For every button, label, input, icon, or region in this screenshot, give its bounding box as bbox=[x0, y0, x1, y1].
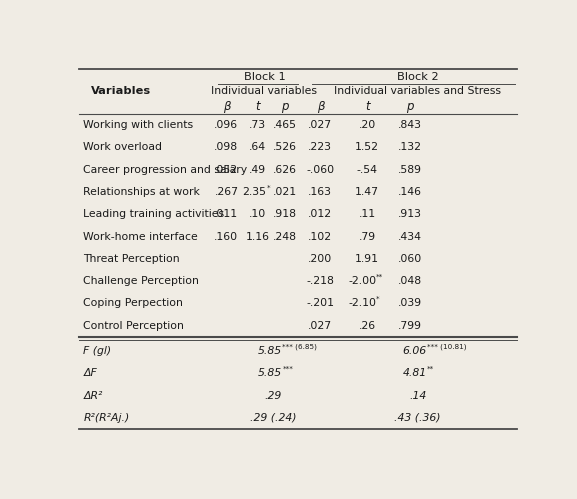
Text: .267: .267 bbox=[215, 187, 238, 197]
Text: *: * bbox=[267, 185, 270, 191]
Text: -.54: -.54 bbox=[357, 165, 378, 175]
Text: -.201: -.201 bbox=[306, 298, 334, 308]
Text: .052: .052 bbox=[214, 165, 238, 175]
Text: Variables: Variables bbox=[91, 86, 151, 96]
Text: Working with clients: Working with clients bbox=[83, 120, 193, 130]
Text: 1.47: 1.47 bbox=[355, 187, 379, 197]
Text: .49: .49 bbox=[249, 165, 266, 175]
Text: .918: .918 bbox=[272, 210, 297, 220]
Text: 2.35: 2.35 bbox=[243, 187, 267, 197]
Text: .11: .11 bbox=[359, 210, 376, 220]
Text: .012: .012 bbox=[308, 210, 332, 220]
Text: Work-home interface: Work-home interface bbox=[83, 232, 198, 242]
Text: .102: .102 bbox=[308, 232, 332, 242]
Text: .626: .626 bbox=[272, 165, 297, 175]
Text: p: p bbox=[406, 100, 414, 113]
Text: 5.85: 5.85 bbox=[258, 346, 282, 356]
Text: Individual variables: Individual variables bbox=[211, 86, 317, 96]
Text: .913: .913 bbox=[398, 210, 422, 220]
Text: Individual variables and Stress: Individual variables and Stress bbox=[334, 86, 501, 96]
Text: *: * bbox=[376, 296, 380, 302]
Text: .29 (.24): .29 (.24) bbox=[250, 413, 297, 423]
Text: Relationships at work: Relationships at work bbox=[83, 187, 200, 197]
Text: .223: .223 bbox=[308, 143, 332, 153]
Text: t: t bbox=[256, 100, 260, 113]
Text: .163: .163 bbox=[308, 187, 332, 197]
Text: **: ** bbox=[376, 273, 384, 279]
Text: .039: .039 bbox=[398, 298, 422, 308]
Text: .027: .027 bbox=[308, 120, 332, 130]
Text: .43 (.36): .43 (.36) bbox=[394, 413, 441, 423]
Text: *** (6.85): *** (6.85) bbox=[282, 343, 317, 350]
Text: .098: .098 bbox=[214, 143, 238, 153]
Text: .096: .096 bbox=[214, 120, 238, 130]
Text: Block 2: Block 2 bbox=[397, 72, 439, 82]
Text: -.060: -.060 bbox=[306, 165, 334, 175]
Text: 5.85: 5.85 bbox=[258, 368, 282, 378]
Text: .29: .29 bbox=[265, 391, 282, 401]
Text: .10: .10 bbox=[249, 210, 267, 220]
Text: .021: .021 bbox=[272, 187, 297, 197]
Text: .200: .200 bbox=[308, 254, 332, 264]
Text: -2.00: -2.00 bbox=[348, 276, 376, 286]
Text: Challenge Perception: Challenge Perception bbox=[83, 276, 199, 286]
Text: **: ** bbox=[426, 366, 434, 372]
Text: *** (10.81): *** (10.81) bbox=[426, 343, 466, 350]
Text: -2.10: -2.10 bbox=[348, 298, 376, 308]
Text: .132: .132 bbox=[398, 143, 422, 153]
Text: β: β bbox=[223, 100, 230, 113]
Text: .79: .79 bbox=[359, 232, 376, 242]
Text: .20: .20 bbox=[359, 120, 376, 130]
Text: .434: .434 bbox=[398, 232, 422, 242]
Text: .799: .799 bbox=[398, 321, 422, 331]
Text: .027: .027 bbox=[308, 321, 332, 331]
Text: Threat Perception: Threat Perception bbox=[83, 254, 180, 264]
Text: .011: .011 bbox=[214, 210, 238, 220]
Text: .73: .73 bbox=[249, 120, 266, 130]
Text: .060: .060 bbox=[398, 254, 422, 264]
Text: ΔF: ΔF bbox=[83, 368, 97, 378]
Text: .146: .146 bbox=[398, 187, 422, 197]
Text: 1.91: 1.91 bbox=[355, 254, 379, 264]
Text: Career progression and salary: Career progression and salary bbox=[83, 165, 248, 175]
Text: 4.81: 4.81 bbox=[402, 368, 426, 378]
Text: ΔR²: ΔR² bbox=[83, 391, 103, 401]
Text: R²(R²Aj.): R²(R²Aj.) bbox=[83, 413, 130, 423]
Text: ***: *** bbox=[282, 366, 293, 372]
Text: .160: .160 bbox=[214, 232, 238, 242]
Text: .589: .589 bbox=[398, 165, 422, 175]
Text: F (gl): F (gl) bbox=[83, 346, 111, 356]
Text: .248: .248 bbox=[272, 232, 297, 242]
Text: .843: .843 bbox=[398, 120, 422, 130]
Text: Leading training activities: Leading training activities bbox=[83, 210, 224, 220]
Text: Coping Perpection: Coping Perpection bbox=[83, 298, 183, 308]
Text: .526: .526 bbox=[272, 143, 297, 153]
Text: -.218: -.218 bbox=[306, 276, 334, 286]
Text: t: t bbox=[365, 100, 370, 113]
Text: 1.16: 1.16 bbox=[246, 232, 269, 242]
Text: .14: .14 bbox=[409, 391, 426, 401]
Text: Work overload: Work overload bbox=[83, 143, 162, 153]
Text: 1.52: 1.52 bbox=[355, 143, 379, 153]
Text: β: β bbox=[317, 100, 324, 113]
Text: 6.06: 6.06 bbox=[402, 346, 426, 356]
Text: .465: .465 bbox=[272, 120, 297, 130]
Text: p: p bbox=[281, 100, 288, 113]
Text: Block 1: Block 1 bbox=[243, 72, 285, 82]
Text: .048: .048 bbox=[398, 276, 422, 286]
Text: Control Perception: Control Perception bbox=[83, 321, 184, 331]
Text: .64: .64 bbox=[249, 143, 266, 153]
Text: .26: .26 bbox=[359, 321, 376, 331]
